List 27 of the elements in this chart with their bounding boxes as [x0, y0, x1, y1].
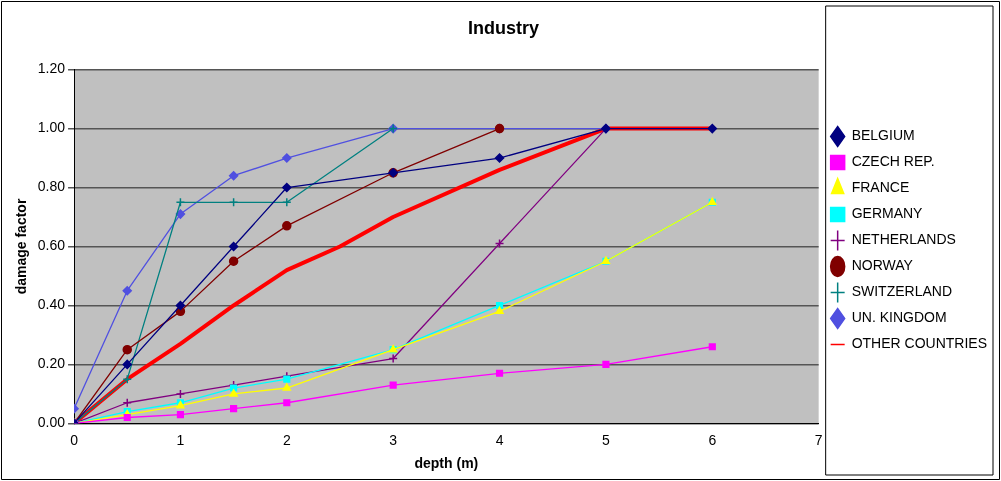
x-tick-label: 6 — [708, 431, 717, 448]
x-tick-label: 3 — [389, 431, 398, 448]
legend-label: SWITZERLAND — [851, 283, 953, 300]
y-tick-label: 0.80 — [37, 178, 66, 195]
legend-label: BELGIUM — [851, 127, 915, 144]
chart-title: Industry — [467, 17, 540, 38]
legend-label: CZECH REP. — [851, 153, 935, 170]
x-tick-label: 2 — [282, 431, 291, 448]
legend-label: NETHERLANDS — [851, 231, 956, 248]
y-axis-title: damage factor — [13, 198, 30, 295]
y-tick-label: 0.60 — [37, 237, 66, 254]
legend-label: OTHER COUNTRIES — [851, 335, 988, 352]
y-tick-label: 0.00 — [37, 414, 66, 431]
x-tick-label: 5 — [602, 431, 611, 448]
y-tick-label: 0.20 — [37, 355, 66, 372]
x-tick-label: 4 — [495, 431, 504, 448]
legend-label: NORWAY — [851, 257, 914, 274]
legend-label: UN. KINGDOM — [851, 309, 947, 326]
x-tick-label: 0 — [70, 431, 79, 448]
x-tick-label: 1 — [176, 431, 185, 448]
x-tick-label: 7 — [814, 431, 823, 448]
y-tick-label: 1.00 — [37, 119, 66, 136]
legend-label: FRANCE — [851, 179, 910, 196]
legend-label: GERMANY — [851, 205, 924, 222]
y-tick-label: 0.40 — [37, 296, 66, 313]
x-axis-title: depth (m) — [414, 455, 479, 472]
y-tick-label: 1.20 — [37, 60, 66, 77]
